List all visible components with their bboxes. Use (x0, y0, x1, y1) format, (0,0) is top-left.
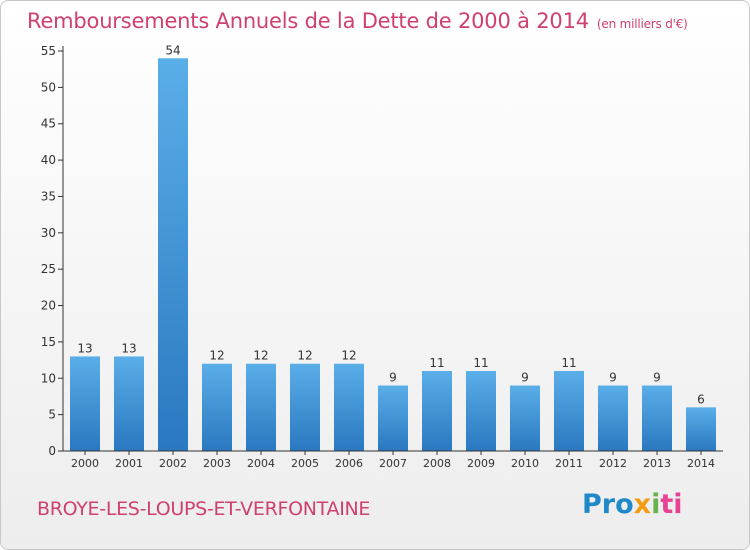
chart-title: Remboursements Annuels de la Dette de 20… (27, 9, 688, 33)
x-tick-label: 2005 (291, 457, 319, 470)
logo-part-1: Pro (582, 489, 634, 520)
x-tick-label: 2010 (511, 457, 539, 470)
logo-part-3: i (651, 489, 661, 520)
bar (378, 385, 408, 451)
y-tick-label: 35 (41, 189, 56, 203)
bar (334, 363, 364, 451)
x-tick-label: 2006 (335, 457, 363, 470)
x-tick-label: 2014 (687, 457, 715, 470)
y-tick-label: 40 (41, 153, 56, 167)
x-tick-label: 2000 (71, 457, 99, 470)
bar (290, 363, 320, 451)
bar (686, 407, 716, 451)
logo-part-2: x (633, 489, 652, 520)
bar-value-label: 11 (473, 356, 488, 370)
y-tick-label: 5 (48, 408, 56, 422)
x-tick-label: 2011 (555, 457, 583, 470)
bar-value-label: 12 (297, 349, 312, 363)
y-tick-label: 15 (41, 335, 56, 349)
y-tick-label: 30 (41, 226, 56, 240)
y-tick-label: 0 (48, 444, 56, 458)
bar (202, 363, 232, 451)
bar-value-label: 11 (429, 356, 444, 370)
bar-value-label: 12 (341, 349, 356, 363)
y-tick-label: 25 (41, 262, 56, 276)
y-tick-label: 10 (41, 371, 56, 385)
bar (466, 371, 496, 451)
x-tick-label: 2013 (643, 457, 671, 470)
y-tick-label: 20 (41, 299, 56, 313)
bar-value-label: 11 (561, 356, 576, 370)
bar (246, 363, 276, 451)
y-tick-label: 55 (41, 44, 56, 58)
bar (510, 385, 540, 451)
chart-unit-note: (en milliers d'€) (596, 17, 688, 31)
location-name: BROYE-LES-LOUPS-ET-VERFONTAINE (37, 498, 371, 520)
bar-value-label: 9 (389, 371, 397, 385)
x-tick-label: 2002 (159, 457, 187, 470)
chart-title-text: Remboursements Annuels de la Dette de 20… (27, 9, 589, 33)
y-tick-label: 45 (41, 117, 56, 131)
bar (114, 356, 144, 451)
x-tick-label: 2008 (423, 457, 451, 470)
bar-value-label: 13 (77, 341, 92, 355)
bar-value-label: 12 (253, 349, 268, 363)
bar-value-label: 9 (653, 371, 661, 385)
x-tick-label: 2004 (247, 457, 275, 470)
bar-value-label: 6 (697, 392, 705, 406)
bar-value-label: 54 (165, 43, 180, 57)
proxiti-logo: Proxiti (582, 489, 683, 520)
bar (598, 385, 628, 451)
logo-part-4: ti (660, 489, 683, 520)
bar-value-label: 9 (609, 371, 617, 385)
x-tick-label: 2007 (379, 457, 407, 470)
x-tick-label: 2003 (203, 457, 231, 470)
bar (422, 371, 452, 451)
bar (554, 371, 584, 451)
bar (158, 58, 188, 451)
x-tick-label: 2009 (467, 457, 495, 470)
x-tick-label: 2001 (115, 457, 143, 470)
bar-value-label: 12 (209, 349, 224, 363)
bar (70, 356, 100, 451)
y-tick-label: 50 (41, 80, 56, 94)
bar (642, 385, 672, 451)
bar-value-label: 9 (521, 371, 529, 385)
bar-value-label: 13 (121, 341, 136, 355)
x-tick-label: 2012 (599, 457, 627, 470)
